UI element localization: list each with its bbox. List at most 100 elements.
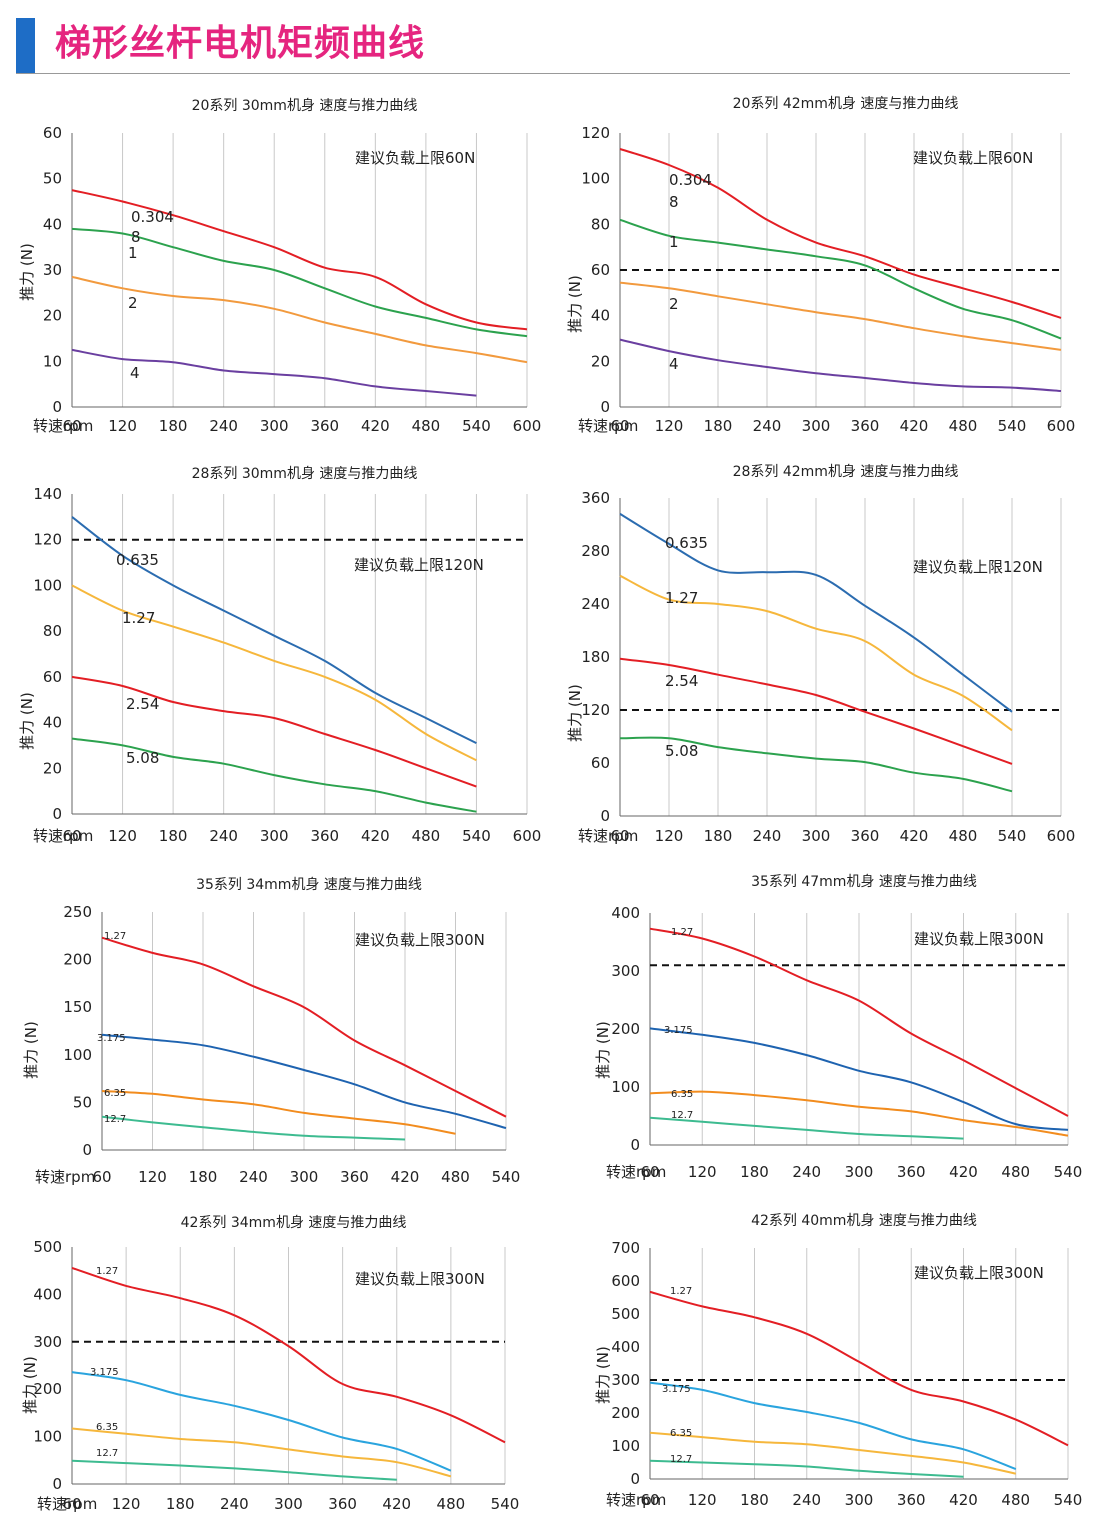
x-tick-label: 300 [290, 1168, 319, 1186]
load-limit-annotation: 建议负载上限60N [355, 149, 475, 167]
x-tick-label: 300 [845, 1163, 874, 1181]
series-line-2 [649, 1027, 1069, 1131]
chart-3: 28系列 30mm机身 速度与推力曲线 0 20 40 60 80 100 120 140 60 1… [18, 466, 541, 845]
y-tick-label: 140 [33, 485, 62, 503]
series-label: 12.7 [104, 1114, 126, 1125]
x-axis-label: 转速rpm [35, 1168, 95, 1186]
x-tick-label: 120 [655, 827, 684, 845]
series-label: 6.35 [104, 1088, 126, 1099]
x-tick-label: 360 [310, 827, 339, 845]
y-axis-label: 推力 (N) [594, 1346, 612, 1404]
x-tick-label: 180 [704, 417, 733, 435]
x-axis-label: 转速rpm [578, 417, 638, 435]
x-tick-label: 300 [260, 827, 289, 845]
load-limit-annotation: 建议负载上限60N [913, 149, 1033, 167]
chart-5: 35系列 34mm机身 速度与推力曲线 0 50 100 150 200 250 60 120 1… [22, 877, 520, 1186]
y-tick-label: 0 [630, 1136, 640, 1154]
chart-8: 42系列 40mm机身 速度与推力曲线 0 100 200 300 400 500 600 70… [594, 1213, 1082, 1509]
y-axis-label: 推力 (N) [566, 684, 584, 742]
x-axis-label: 转速rpm [37, 1495, 97, 1513]
x-tick-label: 180 [189, 1168, 218, 1186]
series-label: 3.175 [664, 1025, 693, 1036]
series-label: 8 [669, 193, 679, 211]
y-tick-label: 20 [591, 352, 610, 370]
series-line-4 [71, 737, 477, 813]
chart-title: 20系列 30mm机身 速度与推力曲线 [192, 98, 418, 114]
series-label: 3.175 [97, 1033, 126, 1044]
y-axis-label: 推力 (N) [21, 1356, 39, 1414]
series-label: 1.27 [96, 1266, 118, 1277]
x-tick-label: 360 [310, 417, 339, 435]
x-axis-label: 转速rpm [33, 827, 93, 845]
chart-title: 42系列 40mm机身 速度与推力曲线 [751, 1213, 977, 1229]
series-line-1 [71, 189, 528, 331]
x-tick-label: 120 [655, 417, 684, 435]
series-label: 6.35 [671, 1089, 693, 1100]
x-tick-label: 60 [610, 417, 629, 435]
series-line-2 [71, 227, 528, 338]
x-tick-label: 540 [462, 417, 491, 435]
x-tick-label: 540 [491, 1495, 520, 1513]
series-label: 6.35 [670, 1428, 692, 1439]
x-tick-label: 240 [239, 1168, 268, 1186]
y-tick-label: 180 [581, 648, 610, 666]
y-tick-label: 200 [63, 951, 92, 969]
y-tick-label: 150 [63, 998, 92, 1016]
y-tick-label: 300 [611, 962, 640, 980]
y-tick-label: 0 [82, 1141, 92, 1159]
series-label: 1.27 [671, 927, 693, 938]
y-tick-label: 10 [43, 352, 62, 370]
x-tick-label: 120 [688, 1163, 717, 1181]
series-line-3 [101, 1090, 456, 1135]
y-tick-label: 100 [63, 1046, 92, 1064]
x-tick-label: 360 [340, 1168, 369, 1186]
x-tick-label: 420 [949, 1491, 978, 1509]
y-tick-label: 60 [43, 124, 62, 142]
x-tick-label: 180 [166, 1495, 195, 1513]
x-tick-label: 240 [209, 417, 238, 435]
series-label: 3.175 [90, 1367, 119, 1378]
x-tick-label: 180 [704, 827, 733, 845]
x-tick-label: 240 [209, 827, 238, 845]
y-tick-label: 240 [581, 595, 610, 613]
series-line-1 [649, 927, 1069, 1117]
series-label: 6.35 [96, 1422, 118, 1433]
y-tick-label: 700 [611, 1239, 640, 1257]
y-tick-label: 50 [73, 1093, 92, 1111]
x-tick-label: 180 [740, 1491, 769, 1509]
x-tick-label: 60 [92, 1168, 111, 1186]
y-tick-label: 500 [611, 1305, 640, 1323]
series-label: 1.27 [670, 1286, 692, 1297]
y-axis-label: 推力 (N) [18, 243, 36, 301]
series-line-1 [619, 513, 1013, 713]
y-tick-label: 400 [611, 1338, 640, 1356]
y-tick-label: 40 [591, 307, 610, 325]
x-tick-label: 180 [159, 827, 188, 845]
series-label: 2 [128, 294, 138, 312]
y-tick-label: 120 [33, 531, 62, 549]
series-line-2 [619, 574, 1013, 732]
y-tick-label: 0 [52, 1475, 62, 1493]
y-tick-label: 360 [581, 489, 610, 507]
header-accent-bar [16, 18, 35, 73]
y-tick-label: 0 [52, 398, 62, 416]
x-tick-label: 420 [361, 417, 390, 435]
y-tick-label: 0 [52, 805, 62, 823]
y-tick-label: 400 [611, 904, 640, 922]
x-tick-label: 180 [740, 1163, 769, 1181]
series-line-4 [101, 1115, 406, 1141]
x-tick-label: 480 [437, 1495, 466, 1513]
load-limit-annotation: 建议负载上限300N [355, 1270, 485, 1288]
load-limit-annotation: 建议负载上限300N [914, 1264, 1044, 1282]
x-tick-label: 120 [108, 827, 137, 845]
y-tick-label: 100 [33, 576, 62, 594]
y-tick-label: 500 [33, 1238, 62, 1256]
series-line-4 [649, 1116, 964, 1140]
y-tick-label: 300 [611, 1371, 640, 1389]
series-label: 1 [669, 233, 679, 251]
series-line-3 [71, 1427, 452, 1478]
y-tick-label: 50 [43, 170, 62, 188]
series-label: 0.304 [669, 171, 712, 189]
x-tick-label: 480 [441, 1168, 470, 1186]
series-label: 4 [669, 355, 679, 373]
